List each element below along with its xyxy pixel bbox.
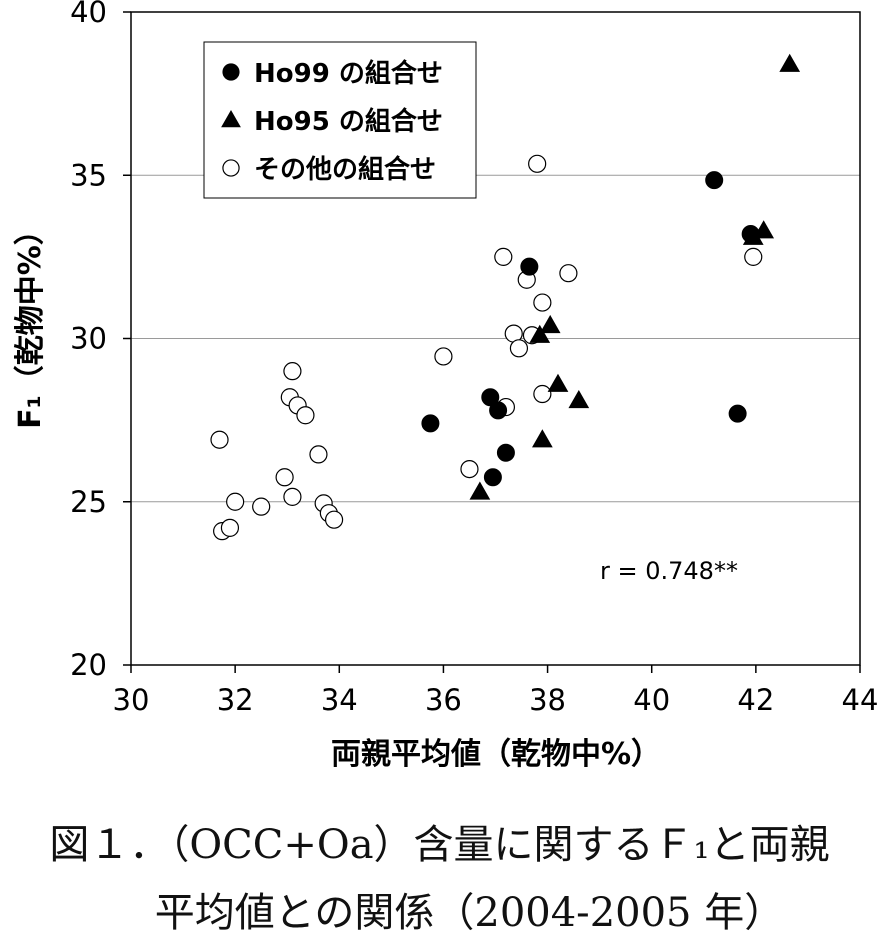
y-tick-label: 30 bbox=[70, 322, 107, 356]
data-point bbox=[324, 510, 344, 529]
data-point bbox=[494, 247, 513, 266]
x-tick-label: 34 bbox=[321, 683, 358, 717]
data-point bbox=[705, 171, 724, 190]
data-point-triangle bbox=[539, 314, 561, 334]
x-tick-label: 44 bbox=[842, 683, 879, 717]
x-tick-label: 30 bbox=[113, 683, 150, 717]
data-point bbox=[520, 257, 539, 276]
data-point-triangle bbox=[753, 220, 775, 239]
data-point-triangle bbox=[469, 481, 491, 500]
data-point bbox=[509, 339, 529, 358]
legend-box bbox=[203, 41, 477, 199]
data-point bbox=[226, 492, 245, 511]
data-point bbox=[220, 518, 240, 537]
x-tick-label: 38 bbox=[529, 683, 566, 717]
legend-marker bbox=[221, 109, 241, 128]
data-point bbox=[283, 362, 302, 381]
data-point bbox=[489, 401, 508, 420]
data-point bbox=[483, 468, 502, 487]
data-point bbox=[434, 347, 453, 366]
legend-label: その他の組合せ bbox=[254, 154, 436, 185]
data-point bbox=[309, 445, 328, 464]
data-point bbox=[728, 404, 747, 423]
data-point bbox=[528, 154, 547, 173]
data-point bbox=[533, 384, 552, 404]
figure-caption-line-2: 平均値との関係（2004-2005 年） bbox=[154, 890, 785, 936]
data-point bbox=[460, 460, 479, 479]
data-point bbox=[481, 388, 500, 407]
data-point bbox=[421, 414, 440, 433]
data-point-triangle bbox=[532, 429, 553, 448]
y-tick-label: 40 bbox=[70, 0, 107, 29]
y-tick-label: 25 bbox=[70, 485, 107, 519]
data-point-triangle bbox=[547, 373, 569, 392]
x-tick-label: 40 bbox=[633, 683, 670, 717]
data-point-triangle bbox=[529, 324, 551, 343]
legend-marker bbox=[222, 63, 240, 81]
data-point bbox=[252, 497, 271, 516]
y-axis-label: F₁（乾物中%） bbox=[13, 215, 48, 429]
correlation-annotation: r = 0.748** bbox=[600, 557, 738, 585]
data-points bbox=[210, 53, 801, 541]
y-tick-label: 20 bbox=[70, 648, 107, 682]
data-point bbox=[744, 247, 763, 266]
data-point bbox=[496, 443, 515, 462]
figure-caption-line-1: 図１．（OCC+Oa）含量に関するＦ₁と両親 bbox=[49, 822, 830, 868]
data-point bbox=[210, 430, 229, 449]
x-axis-label: 両親平均値（乾物中%） bbox=[331, 737, 661, 772]
gridlines bbox=[131, 174, 860, 503]
data-point-triangle bbox=[568, 390, 590, 409]
data-point bbox=[296, 406, 315, 425]
legend-marker bbox=[222, 159, 240, 177]
data-point bbox=[559, 264, 578, 283]
x-tick-label: 42 bbox=[737, 683, 774, 717]
x-tick-label: 32 bbox=[217, 683, 254, 717]
y-axis-ticks: 20 25 30 35 40 bbox=[70, 0, 131, 682]
x-axis-ticks: 30 32 34 36 38 40 42 44 bbox=[113, 665, 879, 717]
legend-label: Ho95 の組合せ bbox=[254, 106, 443, 137]
legend-label: Ho99 の組合せ bbox=[254, 58, 443, 89]
data-point bbox=[283, 487, 302, 506]
data-point bbox=[533, 293, 552, 312]
data-point-triangle bbox=[779, 53, 801, 72]
y-tick-label: 35 bbox=[70, 158, 107, 192]
x-tick-label: 36 bbox=[425, 683, 462, 717]
data-point bbox=[275, 468, 294, 487]
